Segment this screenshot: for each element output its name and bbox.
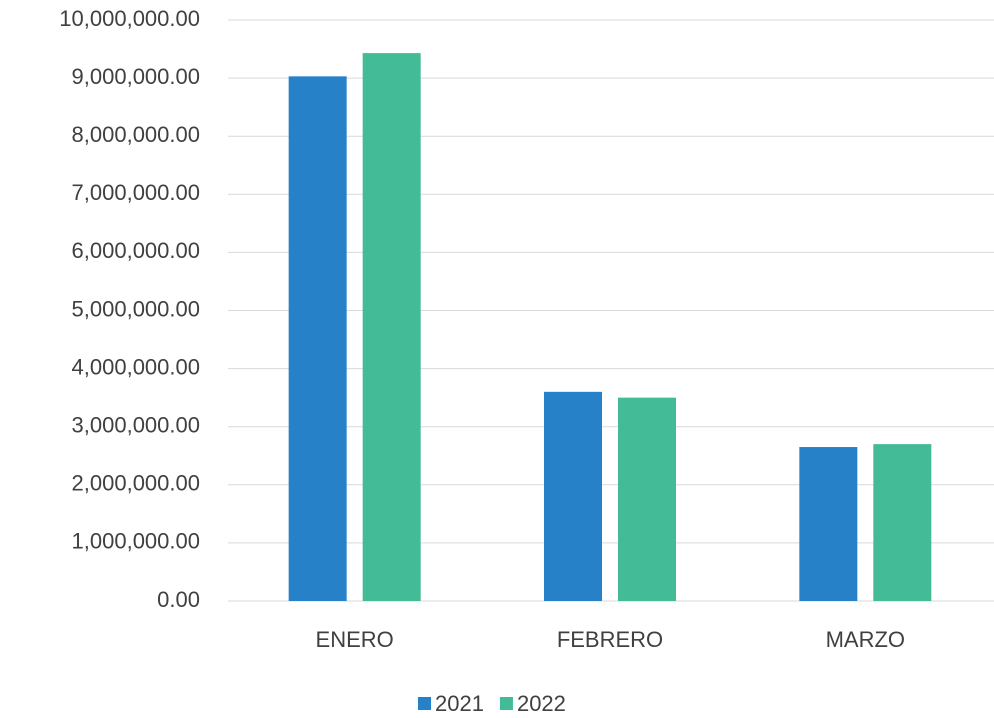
y-tick-label: 0.00 xyxy=(157,587,200,612)
bar xyxy=(362,53,421,601)
y-tick-label: 6,000,000.00 xyxy=(72,238,200,263)
x-tick-label: FEBRERO xyxy=(557,627,663,652)
bar xyxy=(618,397,676,601)
y-tick-label: 7,000,000.00 xyxy=(72,180,200,205)
legend-swatch xyxy=(418,697,431,710)
y-tick-label: 5,000,000.00 xyxy=(72,296,200,321)
bar xyxy=(544,391,602,601)
y-tick-label: 3,000,000.00 xyxy=(72,413,200,438)
y-tick-label: 2,000,000.00 xyxy=(72,471,200,496)
x-tick-label: ENERO xyxy=(316,627,394,652)
legend-swatch xyxy=(499,697,513,710)
bar xyxy=(799,447,858,601)
bar xyxy=(873,444,932,601)
y-tick-label: 10,000,000.00 xyxy=(59,6,200,31)
legend-label: 2022 xyxy=(517,691,566,716)
bar xyxy=(288,76,347,602)
y-tick-label: 9,000,000.00 xyxy=(72,64,200,89)
y-tick-label: 8,000,000.00 xyxy=(72,122,200,147)
x-tick-label: MARZO xyxy=(826,627,905,652)
y-tick-label: 4,000,000.00 xyxy=(72,354,200,379)
y-tick-label: 1,000,000.00 xyxy=(72,529,200,554)
legend-label: 2021 xyxy=(435,691,484,716)
